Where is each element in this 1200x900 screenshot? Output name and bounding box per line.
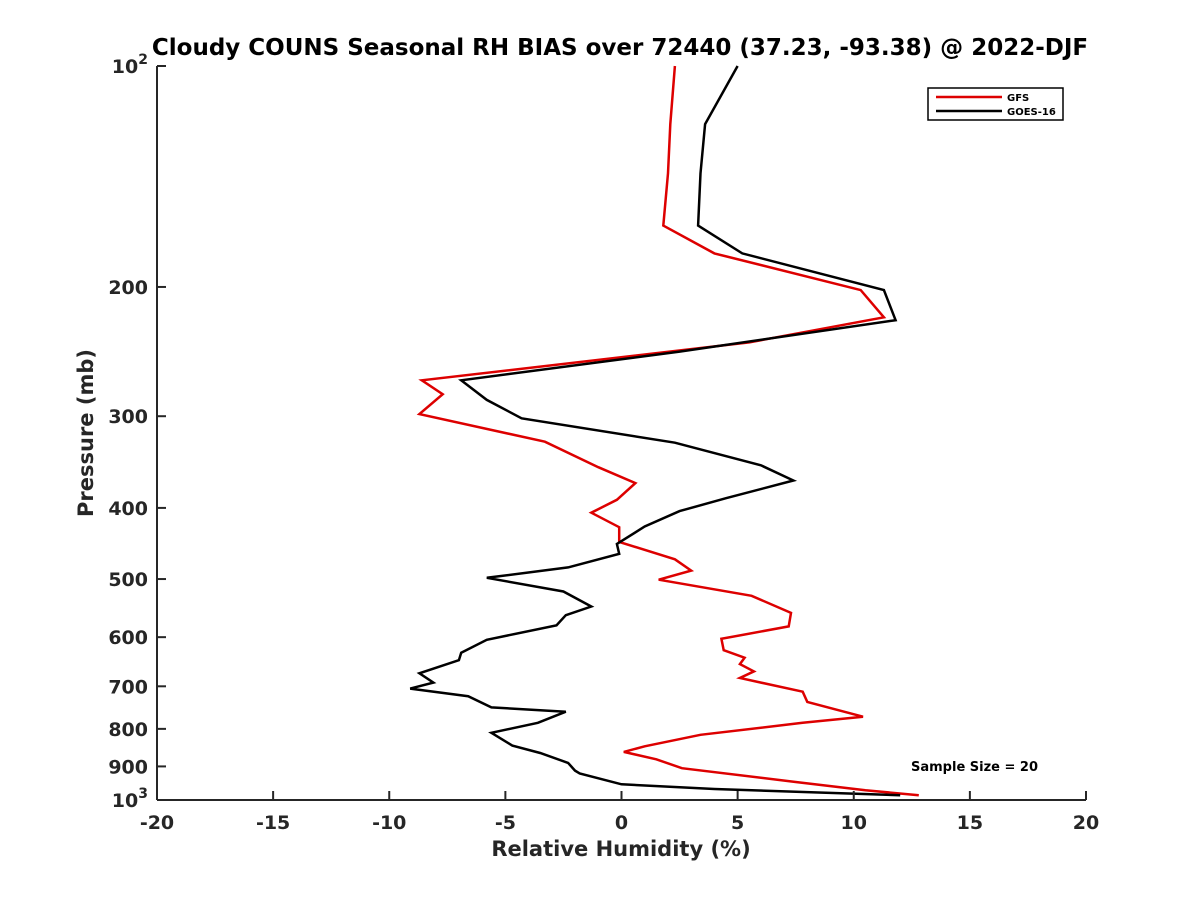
y-tick-label: 600 (108, 627, 148, 649)
y-tick-label: 300 (108, 406, 148, 428)
legend-box (927, 87, 1064, 121)
x-axis-label: Relative Humidity (%) (491, 837, 750, 861)
y-tick-label: 800 (108, 719, 148, 741)
y-tick-label: 102 (112, 52, 148, 78)
x-tick-label: -10 (372, 812, 406, 834)
x-tick-label: 10 (841, 812, 867, 834)
x-tick-label: -5 (495, 812, 516, 834)
x-tick-label: 0 (615, 812, 628, 834)
y-tick-label: 200 (108, 277, 148, 299)
chart-title: Cloudy COUNS Seasonal RH BIAS over 72440… (152, 35, 1088, 61)
x-tick-label: 20 (1073, 812, 1099, 834)
x-tick-label: -15 (256, 812, 290, 834)
series-line-goes16 (409, 65, 901, 797)
x-tick-label: 5 (731, 812, 744, 834)
legend-label-gfs: GFS (1007, 93, 1029, 104)
x-tick-label: -20 (140, 812, 174, 834)
legend-label-goes16: GOES-16 (1007, 107, 1056, 118)
sample-size-annotation: Sample Size = 20 (911, 760, 1038, 775)
y-tick-label: 400 (108, 498, 148, 520)
y-tick-label: 900 (108, 756, 148, 778)
y-tick-label: 500 (108, 569, 148, 591)
y-axis-label: Pressure (mb) (74, 349, 98, 517)
x-ticks: -20 -15 -10 -5 0 5 10 15 20 (140, 791, 1099, 834)
y-ticks: 102 200 300 400 500 600 700 800 900 103 (108, 52, 166, 812)
x-tick-label: 15 (957, 812, 983, 834)
y-tick-label: 103 (112, 786, 148, 812)
series-layer (409, 65, 919, 797)
y-tick-label: 700 (108, 676, 148, 698)
legend: GFS GOES-16 (927, 87, 1064, 121)
